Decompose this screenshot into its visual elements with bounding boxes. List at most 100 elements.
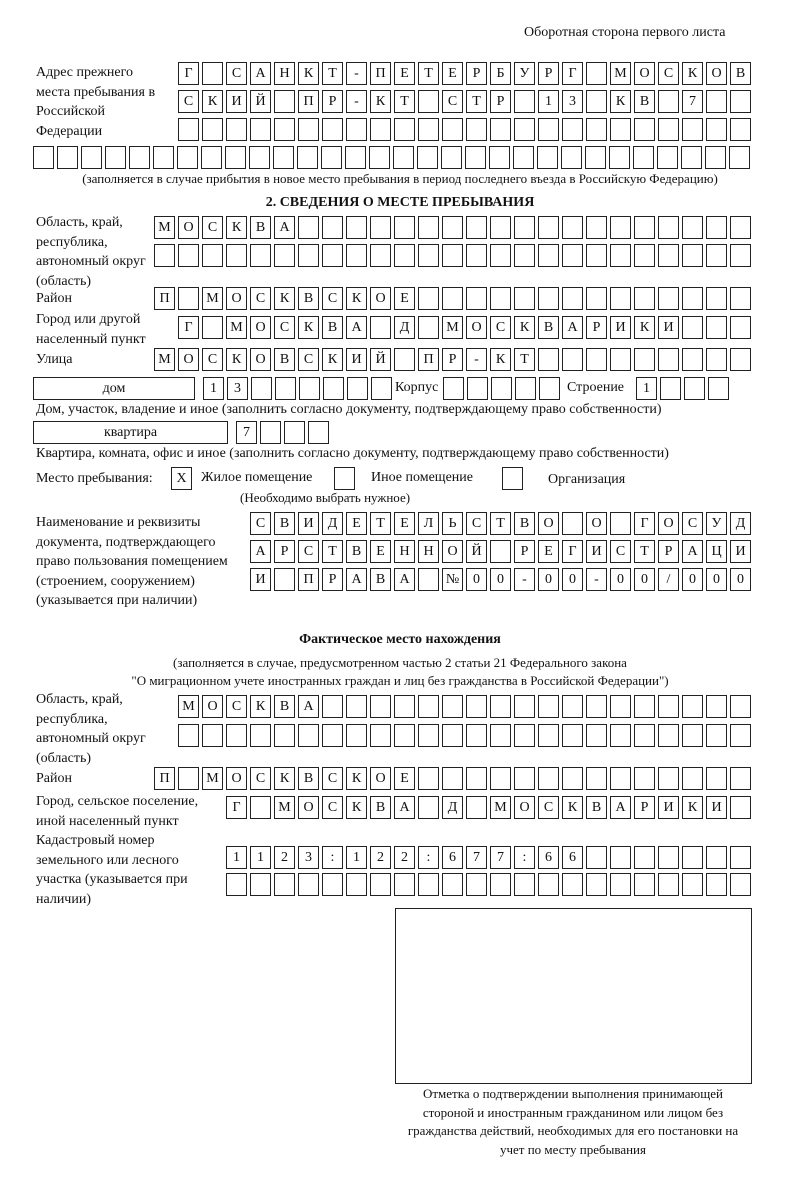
char-cell[interactable] [322,724,343,747]
char-cell[interactable]: Г [562,62,583,85]
char-cell[interactable] [706,348,727,371]
char-cell[interactable]: Т [514,348,535,371]
char-cell[interactable]: С [250,512,271,535]
char-cell[interactable] [706,846,727,869]
char-cell[interactable] [418,118,439,141]
char-cell[interactable] [682,695,703,718]
char-cell[interactable] [706,873,727,896]
char-cell[interactable] [562,512,583,535]
char-cell[interactable] [274,724,295,747]
char-cell[interactable] [682,873,703,896]
char-cell[interactable] [467,377,488,400]
char-cell[interactable] [514,244,535,267]
char-cell[interactable] [465,146,486,169]
char-cell[interactable] [634,873,655,896]
char-cell[interactable] [418,695,439,718]
char-cell[interactable]: 0 [538,568,559,591]
char-cell[interactable] [562,287,583,310]
char-cell[interactable] [394,873,415,896]
char-cell[interactable] [226,118,247,141]
char-cell[interactable]: Т [466,90,487,113]
char-cell[interactable] [586,724,607,747]
char-cell[interactable]: Р [634,796,655,819]
char-cell[interactable]: М [610,62,631,85]
char-cell[interactable]: 0 [466,568,487,591]
char-cell[interactable]: С [274,316,295,339]
char-cell[interactable] [274,244,295,267]
char-cell[interactable] [442,724,463,747]
char-cell[interactable]: И [586,540,607,563]
char-cell[interactable] [417,146,438,169]
char-cell[interactable] [562,216,583,239]
char-cell[interactable] [610,348,631,371]
stay-option-other-checkbox[interactable] [334,467,355,490]
char-cell[interactable]: Е [394,767,415,790]
char-cell[interactable] [730,287,751,310]
char-cell[interactable]: Й [466,540,487,563]
char-cell[interactable] [250,244,271,267]
char-cell[interactable] [466,695,487,718]
char-cell[interactable] [538,873,559,896]
char-cell[interactable] [490,873,511,896]
char-cell[interactable]: В [322,316,343,339]
char-cell[interactable]: О [538,512,559,535]
char-cell[interactable]: О [178,348,199,371]
char-cell[interactable] [586,695,607,718]
char-cell[interactable] [346,695,367,718]
char-cell[interactable] [660,377,681,400]
char-cell[interactable]: Н [394,540,415,563]
char-cell[interactable]: В [370,568,391,591]
char-cell[interactable]: Г [226,796,247,819]
char-cell[interactable]: К [274,767,295,790]
char-cell[interactable]: № [442,568,463,591]
char-cell[interactable] [322,244,343,267]
char-cell[interactable] [250,724,271,747]
char-cell[interactable]: А [346,568,367,591]
char-cell[interactable] [466,796,487,819]
char-cell[interactable] [538,767,559,790]
char-cell[interactable]: А [394,796,415,819]
char-cell[interactable]: К [250,695,271,718]
char-cell[interactable] [658,244,679,267]
char-cell[interactable]: О [370,767,391,790]
char-cell[interactable] [538,118,559,141]
char-cell[interactable] [442,695,463,718]
char-cell[interactable] [177,146,198,169]
char-cell[interactable] [394,724,415,747]
char-cell[interactable]: К [610,90,631,113]
char-cell[interactable]: И [226,90,247,113]
char-cell[interactable] [586,62,607,85]
char-cell[interactable]: 0 [610,568,631,591]
char-cell[interactable] [490,244,511,267]
char-cell[interactable] [730,695,751,718]
char-cell[interactable] [537,146,558,169]
char-cell[interactable]: К [346,767,367,790]
char-cell[interactable] [322,695,343,718]
char-cell[interactable]: : [418,846,439,869]
char-cell[interactable] [322,873,343,896]
char-cell[interactable]: 3 [562,90,583,113]
char-cell[interactable] [610,873,631,896]
char-cell[interactable]: 0 [706,568,727,591]
char-cell[interactable]: В [298,287,319,310]
char-cell[interactable]: 7 [682,90,703,113]
char-cell[interactable] [730,348,751,371]
char-cell[interactable] [514,724,535,747]
char-cell[interactable]: Л [418,512,439,535]
char-cell[interactable]: О [178,216,199,239]
char-cell[interactable] [418,244,439,267]
char-cell[interactable] [33,146,54,169]
char-cell[interactable]: Р [274,540,295,563]
char-cell[interactable]: М [178,695,199,718]
char-cell[interactable]: Е [370,540,391,563]
char-cell[interactable] [729,146,750,169]
char-cell[interactable] [658,846,679,869]
house-type-field[interactable]: дом [33,377,195,400]
char-cell[interactable] [586,846,607,869]
char-cell[interactable] [562,244,583,267]
char-cell[interactable] [202,62,223,85]
char-cell[interactable] [682,118,703,141]
char-cell[interactable] [442,216,463,239]
char-cell[interactable]: В [274,348,295,371]
char-cell[interactable]: 0 [562,568,583,591]
